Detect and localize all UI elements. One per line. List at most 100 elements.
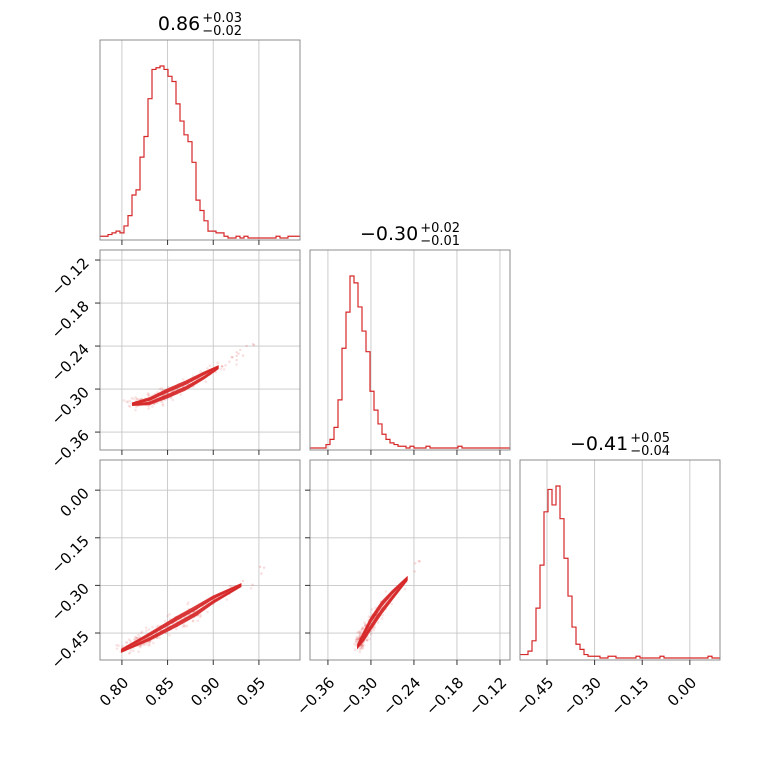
scatter-point (151, 405, 154, 408)
scatter-point (224, 364, 227, 367)
scatter-point (136, 633, 140, 637)
scatter-point (148, 643, 151, 646)
x-tick-label: 0.85 (142, 674, 178, 710)
panel-scatter-1-2 (309, 459, 511, 661)
x-tick-label: −0.12 (465, 674, 510, 719)
title-plus-error: +0.02 (420, 221, 460, 236)
scatter-point (151, 625, 154, 629)
scatter-point (235, 351, 238, 354)
x-tick-label: −0.30 (560, 674, 605, 719)
scatter-point (146, 392, 150, 395)
scatter-point (219, 367, 223, 371)
y-tick-label: −0.30 (48, 579, 93, 624)
scatter-point (370, 608, 374, 611)
contour-level-2 (121, 582, 242, 653)
scatter-point (157, 624, 160, 627)
y-tick-label: −0.24 (48, 340, 93, 385)
scatter-point (158, 387, 162, 391)
title-minus-error: −0.04 (630, 444, 670, 459)
scatter-point (364, 622, 367, 626)
x-tick-label: 0.95 (233, 674, 269, 710)
scatter-point (125, 641, 129, 645)
scatter-point (132, 638, 136, 641)
title-median: −0.41 (570, 433, 628, 455)
scatter-point (418, 560, 421, 563)
panel-title-1: −0.30 +0.02 −0.01 (360, 221, 460, 249)
contour-level-0 (121, 583, 242, 653)
scatter-point (134, 636, 138, 639)
scatter-point (163, 619, 167, 623)
x-tick-label: 0.80 (96, 674, 132, 710)
scatter-point (156, 391, 159, 394)
x-tick-label: −0.36 (293, 674, 338, 719)
scatter-point (414, 562, 417, 565)
title-minus-error: −0.01 (420, 234, 460, 249)
scatter-point (239, 348, 242, 352)
x-tick-label: −0.45 (512, 674, 557, 719)
scatter-point (158, 636, 161, 639)
scatter-point (251, 342, 255, 346)
scatter-point (357, 630, 361, 634)
scatter-point (363, 621, 366, 624)
scatter-point (147, 644, 151, 647)
scatter-point (359, 631, 362, 635)
scatter-point (353, 642, 356, 646)
title-plus-error: +0.05 (630, 431, 670, 446)
y-tick-label: −0.12 (48, 254, 93, 299)
scatter-point (206, 367, 209, 370)
scatter-point (390, 602, 393, 606)
scatter-point (155, 625, 159, 628)
scatter-point (196, 619, 200, 623)
scatter-point (140, 630, 144, 633)
y-tick-label: 0.00 (56, 484, 92, 520)
scatter-point (354, 640, 358, 643)
scatter-point (160, 400, 164, 404)
panel-grid (121, 40, 260, 240)
scatter-point (230, 356, 233, 359)
title-median: 0.86 (158, 13, 200, 35)
scatter-point (369, 633, 373, 636)
scatter-point (373, 625, 377, 629)
scatter-point (355, 638, 358, 642)
scatter-point (356, 637, 359, 641)
panel-title-0: 0.86 +0.03 −0.02 (158, 11, 242, 39)
scatter-point (147, 628, 151, 631)
scatter-point (260, 572, 263, 575)
scatter-point (135, 636, 139, 640)
contour-level-2 (132, 365, 219, 407)
x-tick-label: −0.15 (607, 674, 652, 719)
scatter-point (417, 559, 420, 563)
scatter-point (360, 647, 364, 650)
scatter-point (161, 404, 165, 407)
scatter-point (181, 625, 185, 628)
scatter-point (137, 650, 140, 654)
scatter-point (361, 644, 364, 647)
scatter-point (139, 645, 142, 649)
histogram-1 (310, 275, 510, 449)
scatter-point (125, 640, 128, 644)
scatter-point (127, 638, 131, 641)
scatter-point (144, 626, 148, 630)
scatter-point (360, 645, 363, 648)
y-tick-label: −0.30 (48, 383, 93, 428)
scatter-point (186, 603, 189, 606)
scatter-point (117, 644, 120, 647)
scatter-point (179, 393, 183, 396)
x-tick-label: −0.30 (336, 674, 381, 719)
scatter-point (363, 623, 367, 627)
scatter-point (182, 378, 185, 381)
scatter-point (262, 566, 266, 569)
scatter-point (199, 370, 203, 373)
x-tick-label: 0.00 (664, 674, 700, 710)
contour-level-2 (357, 575, 408, 650)
scatter-point (161, 402, 165, 406)
y-tick-label: −0.18 (48, 297, 93, 342)
scatter-point (235, 358, 238, 362)
scatter-point (413, 570, 416, 573)
panel-hist-1 (309, 249, 511, 451)
scatter-point (122, 399, 126, 402)
y-tick-label: −0.45 (48, 627, 93, 672)
scatter-point (228, 584, 232, 588)
scatter-point (129, 639, 132, 643)
histogram-2 (520, 485, 720, 659)
